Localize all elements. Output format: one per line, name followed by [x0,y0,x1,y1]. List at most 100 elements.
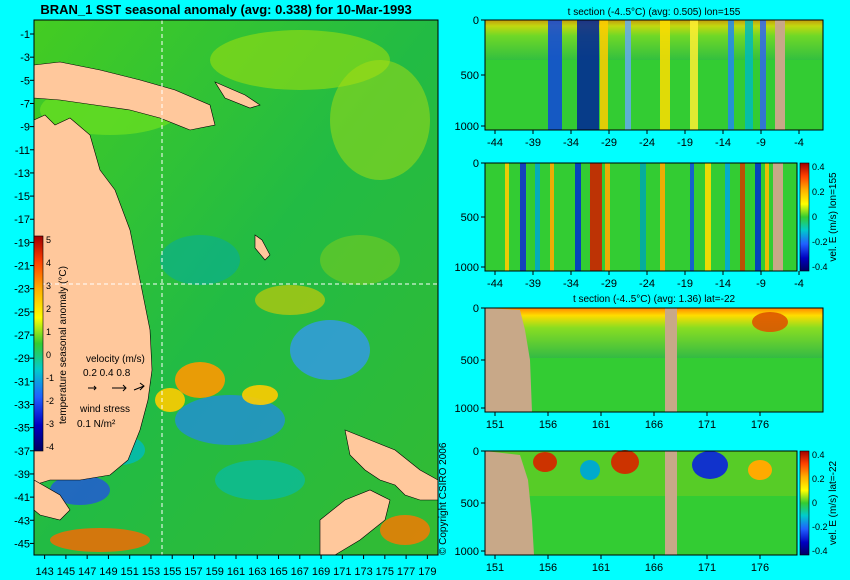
map-land-nz-north [344,429,439,501]
map-x-tick-label: 155 [163,566,181,578]
panel-colorbar-tick-label: 0.4 [812,162,825,172]
panel-x-tick-label: -4 [794,278,804,290]
map-colorbar-tick-label: 3 [46,281,51,291]
map-x-tick-label: 175 [376,566,394,578]
panel1-band [577,20,599,130]
panel2-band [605,163,610,271]
map-anomaly-blobs [40,30,430,552]
map-x-tick-label: 171 [333,566,351,578]
panel-y-tick-label: 1000 [455,403,479,415]
map-x-tick-label: 173 [354,566,372,578]
panel-vel-lon155 [484,162,810,272]
map-colorbar-tick-label: 0 [46,350,51,360]
map-x-tick-label: 149 [99,566,117,578]
panel-vel-lat22 [484,450,810,556]
panel2-band [755,163,761,271]
map-colorbar-ramp [33,235,44,452]
panel2-band [640,163,646,271]
panel2-band [535,163,540,271]
main-title: BRAN_1 SST seasonal anomaly (avg: 0.338)… [40,2,411,17]
map-y-tick-label: -11 [15,145,30,157]
panel-x-tick-label: 156 [539,562,557,574]
panel-y-tick-label: 500 [461,355,479,367]
map-x-tick-label: 163 [248,566,266,578]
map-y-axis: -1 -3 -5 -7 -9 -11 -13 -15 -17 -19 -21 -23 -25 -27 -29… [14,29,34,550]
panel-y-tick-label: 1000 [455,262,479,274]
panel-y-tick-label: 1000 [455,121,479,133]
panel-temp-lat22 [484,307,824,413]
panel-colorbar-tick-label: 0.2 [812,187,825,197]
panel4-gap [665,451,677,555]
map-y-tick-label: -31 [14,376,30,388]
map-y-tick-label: -21 [14,261,30,273]
velocity-label: velocity (m/s) [86,354,145,365]
panel-y-tick-label: 0 [473,446,479,458]
map-land-new-caledonia [254,234,271,261]
map-x-tick-label: 147 [78,566,96,578]
panel-colorbar-tick-label: -0.4 [812,546,828,556]
panel-x-tick-label: 166 [645,562,663,574]
panel1-band [548,20,562,130]
wind-stress-label: wind stress [79,404,130,415]
panel2-colorbar [799,162,810,272]
panel3-land [485,308,532,412]
map-colorbar-tick-label: -3 [46,419,54,429]
panel-colorbar-tick-label: 0.2 [812,474,825,484]
panel2-band [690,163,694,271]
map-x-axis: 143 145 147 149 151 153 155 157 159 161 163 165 167 1… [35,555,437,578]
panel4-land [485,451,534,555]
panel-x-tick-label: -34 [563,137,579,149]
map-x-tick-label: 143 [35,566,53,578]
panel1-gap [775,20,785,130]
map-y-tick-label: -7 [20,98,30,110]
map-x-tick-label: 179 [418,566,436,578]
panel-y-tick-label: 500 [461,498,479,510]
map-y-tick-label: -43 [14,515,30,527]
panel-x-tick-label: 166 [645,419,663,431]
copyright: © Copyright CSIRO 2006 [438,442,449,555]
map-y-tick-label: -1 [20,29,30,41]
panel4-colorbar-label: vel. E (m/s) lat=-22 [828,460,839,545]
map-y-tick-label: -27 [14,330,30,342]
map-colorbar-tick-label: 4 [46,258,51,268]
map-y-tick-label: -5 [20,75,30,87]
map-x-tick-label: 177 [397,566,415,578]
map-land-australia [33,114,153,486]
panel-x-tick-label: 171 [698,419,716,431]
panel2-band [520,163,526,271]
panel-x-tick-label: 161 [592,419,610,431]
map-y-tick-label: -19 [14,237,30,249]
map-y-tick-label: -3 [20,52,30,64]
map-colorbar-tick-label: 1 [46,327,51,337]
panel1-band [660,20,670,130]
map-y-tick-label: -41 [14,492,30,504]
panel1-band [760,20,766,130]
panel3-gap [665,308,677,412]
panel2-band [705,163,711,271]
map-x-tick-label: 153 [142,566,160,578]
panel-x-tick-label: -9 [756,278,766,290]
panel-x-tick-label: -24 [639,278,655,290]
panel-y-tick-label: 500 [461,70,479,82]
map-land-solomon [214,81,261,109]
map-x-tick-label: 151 [121,566,139,578]
panel2-band [550,163,554,271]
panel-y-tick-label: 0 [473,158,479,170]
panel-x-tick-label: -19 [677,137,693,149]
panel-x-tick-label: -19 [677,278,693,290]
map-colorbar-label: temperature seasonal anomaly (°C) [58,266,69,424]
panel1-band [728,20,734,130]
panel-y-tick-label: 500 [461,212,479,224]
map-land-png [33,61,216,131]
panel2-band [765,163,769,271]
panel-colorbar-tick-label: 0 [812,212,817,222]
map-y-tick-label: -37 [14,446,30,458]
map-colorbar: 5 4 3 2 1 0 -1 -2 -3 -4 temperature seasonal anom… [33,235,69,452]
panel-x-tick-label: 156 [539,419,557,431]
map-y-tick-label: -15 [14,191,30,203]
map-y-tick-label: -39 [14,469,30,481]
panel-x-tick-label: 151 [486,419,504,431]
panel-x-tick-label: -34 [563,278,579,290]
panel2-band [505,163,509,271]
panel-x-tick-label: -39 [525,278,541,290]
